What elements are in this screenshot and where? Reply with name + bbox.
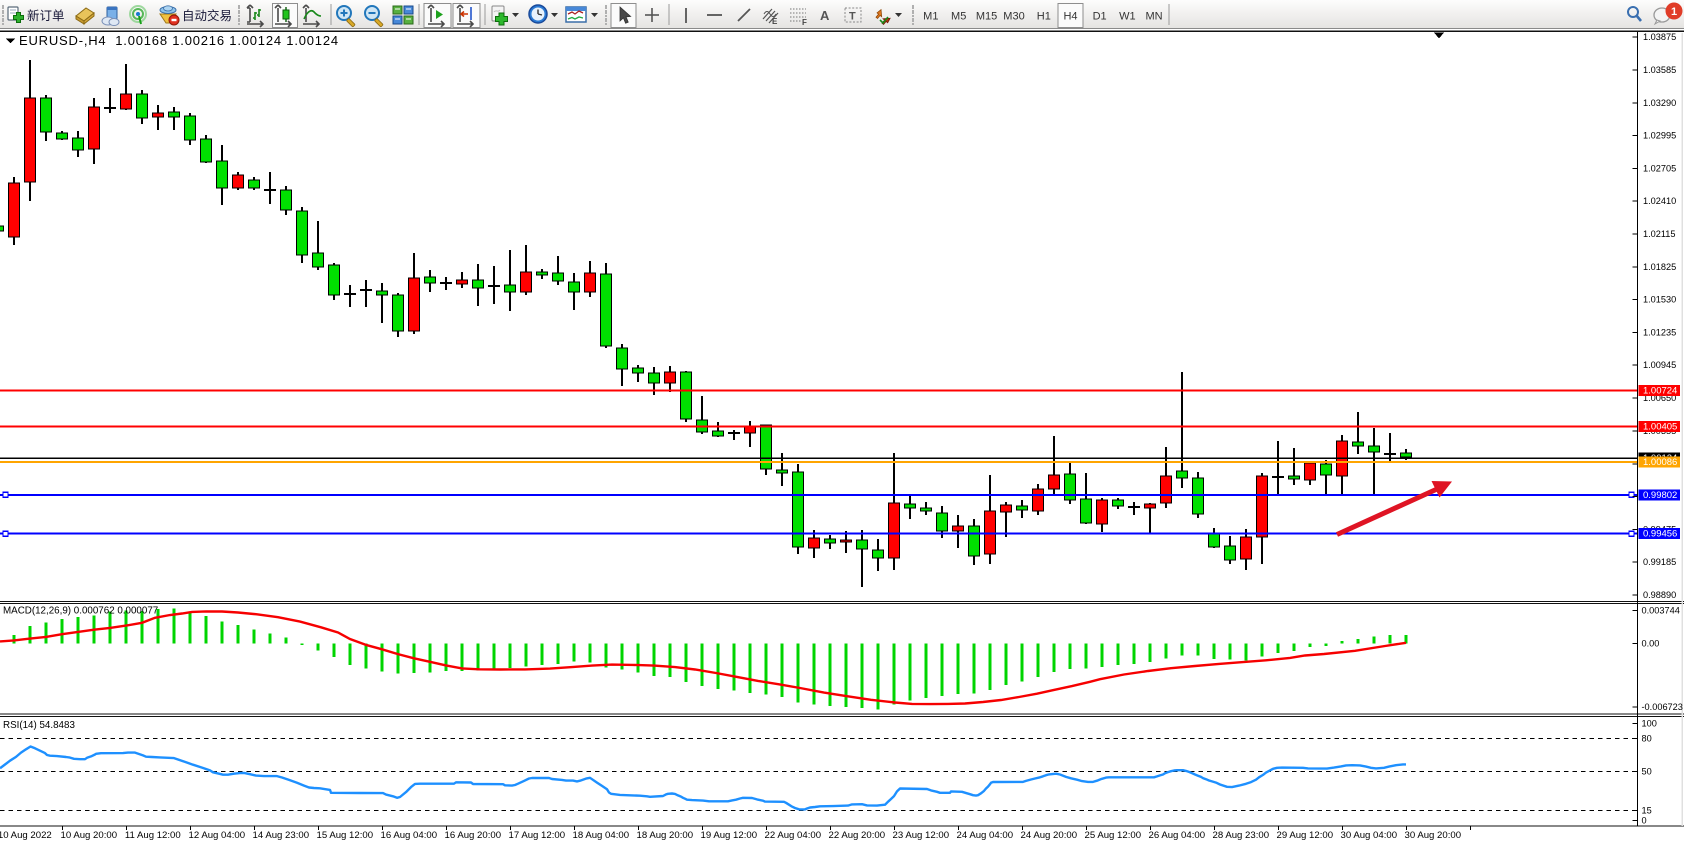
- svg-text:EURUSD-,H4 1.00168 1.00216 1.: EURUSD-,H4 1.00168 1.00216 1.00124 1.001…: [19, 33, 339, 48]
- svg-text:23 Aug 12:00: 23 Aug 12:00: [893, 830, 950, 841]
- svg-text:1.03875: 1.03875: [1643, 32, 1676, 42]
- svg-text:M30: M30: [1003, 11, 1024, 23]
- svg-text:1.01530: 1.01530: [1643, 295, 1676, 305]
- svg-text:H4: H4: [1063, 11, 1077, 23]
- svg-text:16 Aug 20:00: 16 Aug 20:00: [445, 830, 502, 841]
- svg-text:80: 80: [1642, 734, 1652, 744]
- svg-text:18 Aug 20:00: 18 Aug 20:00: [637, 830, 694, 841]
- svg-text:1.00086: 1.00086: [1643, 457, 1677, 468]
- svg-text:10 Aug 20:00: 10 Aug 20:00: [61, 830, 118, 841]
- svg-text:E: E: [772, 17, 778, 26]
- svg-text:-0.006723: -0.006723: [1642, 702, 1683, 712]
- svg-text:15: 15: [1642, 805, 1652, 815]
- svg-text:M1: M1: [923, 11, 938, 23]
- svg-text:1.02705: 1.02705: [1643, 163, 1676, 173]
- svg-text:1.01235: 1.01235: [1643, 327, 1676, 337]
- svg-text:0.99185: 0.99185: [1643, 557, 1676, 567]
- svg-text:16 Aug 04:00: 16 Aug 04:00: [381, 830, 438, 841]
- svg-text:1.00945: 1.00945: [1643, 360, 1676, 370]
- svg-text:T: T: [849, 11, 856, 23]
- svg-text:30 Aug 20:00: 30 Aug 20:00: [1405, 830, 1462, 841]
- svg-text:12 Aug 04:00: 12 Aug 04:00: [189, 830, 246, 841]
- svg-text:1.02410: 1.02410: [1643, 196, 1676, 206]
- svg-text:1.02995: 1.02995: [1643, 131, 1676, 141]
- svg-text:100: 100: [1642, 719, 1657, 729]
- svg-text:18 Aug 04:00: 18 Aug 04:00: [573, 830, 630, 841]
- svg-text:W1: W1: [1119, 11, 1136, 23]
- svg-text:1: 1: [1671, 6, 1677, 18]
- svg-text:0.99456: 0.99456: [1643, 529, 1677, 540]
- svg-text:0.99802: 0.99802: [1643, 490, 1677, 501]
- svg-text:1.00724: 1.00724: [1643, 386, 1677, 397]
- svg-text:1.00405: 1.00405: [1643, 422, 1677, 433]
- svg-text:0.00: 0.00: [1642, 639, 1660, 649]
- svg-text:10 Aug 2022: 10 Aug 2022: [0, 830, 52, 841]
- svg-text:22 Aug 20:00: 22 Aug 20:00: [829, 830, 886, 841]
- svg-text:A: A: [820, 8, 830, 23]
- svg-text:1.03290: 1.03290: [1643, 98, 1676, 108]
- svg-text:25 Aug 12:00: 25 Aug 12:00: [1085, 830, 1142, 841]
- svg-text:17 Aug 12:00: 17 Aug 12:00: [509, 830, 566, 841]
- svg-text:1.00650: 1.00650: [1643, 393, 1676, 403]
- svg-text:MN: MN: [1145, 11, 1162, 23]
- svg-text:M15: M15: [976, 11, 997, 23]
- svg-text:15 Aug 12:00: 15 Aug 12:00: [317, 830, 374, 841]
- svg-text:D1: D1: [1093, 11, 1107, 23]
- svg-text:11 Aug 12:00: 11 Aug 12:00: [125, 830, 181, 841]
- svg-text:MACD(12,26,9) 0.000762 0.00007: MACD(12,26,9) 0.000762 0.000077: [3, 606, 158, 617]
- svg-text:30 Aug 04:00: 30 Aug 04:00: [1341, 830, 1398, 841]
- svg-text:1.02115: 1.02115: [1643, 229, 1676, 239]
- svg-text:1.03585: 1.03585: [1643, 65, 1676, 75]
- svg-text:新订单: 新订单: [27, 8, 65, 23]
- svg-text:自动交易: 自动交易: [182, 8, 232, 23]
- svg-text:19 Aug 12:00: 19 Aug 12:00: [701, 830, 758, 841]
- svg-text:24 Aug 04:00: 24 Aug 04:00: [957, 830, 1014, 841]
- svg-text:H1: H1: [1037, 11, 1051, 23]
- svg-text:24 Aug 20:00: 24 Aug 20:00: [1021, 830, 1078, 841]
- svg-text:22 Aug 04:00: 22 Aug 04:00: [765, 830, 822, 841]
- svg-text:28 Aug 23:00: 28 Aug 23:00: [1213, 830, 1270, 841]
- svg-text:26 Aug 04:00: 26 Aug 04:00: [1149, 830, 1206, 841]
- svg-text:0.98890: 0.98890: [1643, 590, 1676, 600]
- svg-text:1.01825: 1.01825: [1643, 262, 1676, 272]
- svg-text:0.003744: 0.003744: [1642, 605, 1680, 615]
- svg-text:29 Aug 12:00: 29 Aug 12:00: [1277, 830, 1334, 841]
- svg-text:M5: M5: [951, 11, 966, 23]
- svg-text:F: F: [802, 18, 807, 27]
- svg-text:50: 50: [1642, 767, 1652, 777]
- svg-text:0: 0: [1642, 815, 1647, 825]
- svg-text:RSI(14) 54.8483: RSI(14) 54.8483: [3, 720, 75, 731]
- svg-text:14 Aug 23:00: 14 Aug 23:00: [253, 830, 310, 841]
